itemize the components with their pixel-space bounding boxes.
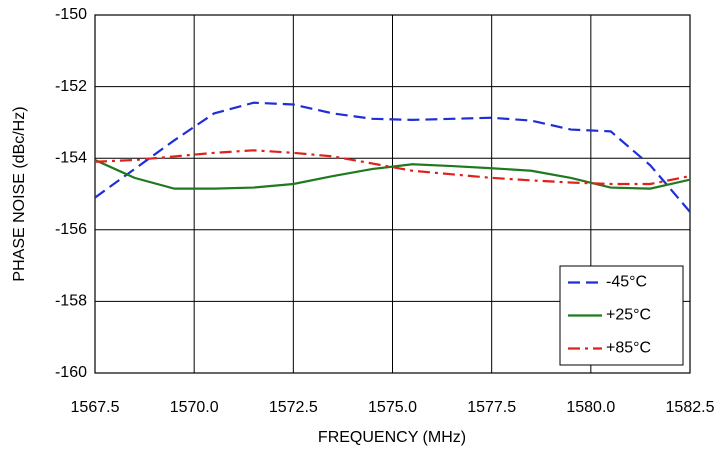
- y-axis-label: PHASE NOISE (dBc/Hz): [11, 106, 28, 281]
- x-tick-label: 1582.5: [666, 399, 715, 416]
- x-tick-label: 1580.0: [566, 399, 615, 416]
- y-tick-label: -158: [55, 293, 87, 310]
- y-tick-label: -156: [55, 221, 87, 238]
- x-tick-label: 1572.5: [269, 399, 318, 416]
- y-tick-label: -152: [55, 78, 87, 95]
- x-tick-label: 1577.5: [467, 399, 516, 416]
- x-tick-label: 1570.0: [170, 399, 219, 416]
- plot-frame: [94, 14, 691, 374]
- y-tick-label: -160: [55, 364, 87, 381]
- legend-label: +25°C: [606, 307, 651, 324]
- x-tick-label: 1567.5: [71, 399, 120, 416]
- y-tick-label: -154: [55, 149, 87, 166]
- y-tick-label: -150: [55, 6, 87, 23]
- x-axis-label: FREQUENCY (MHz): [318, 429, 466, 446]
- x-tick-label: 1575.0: [368, 399, 417, 416]
- series-line: [95, 101, 690, 213]
- series-line: [95, 158, 690, 190]
- legend-label: -45°C: [606, 274, 647, 291]
- legend-label: +85°C: [606, 340, 651, 357]
